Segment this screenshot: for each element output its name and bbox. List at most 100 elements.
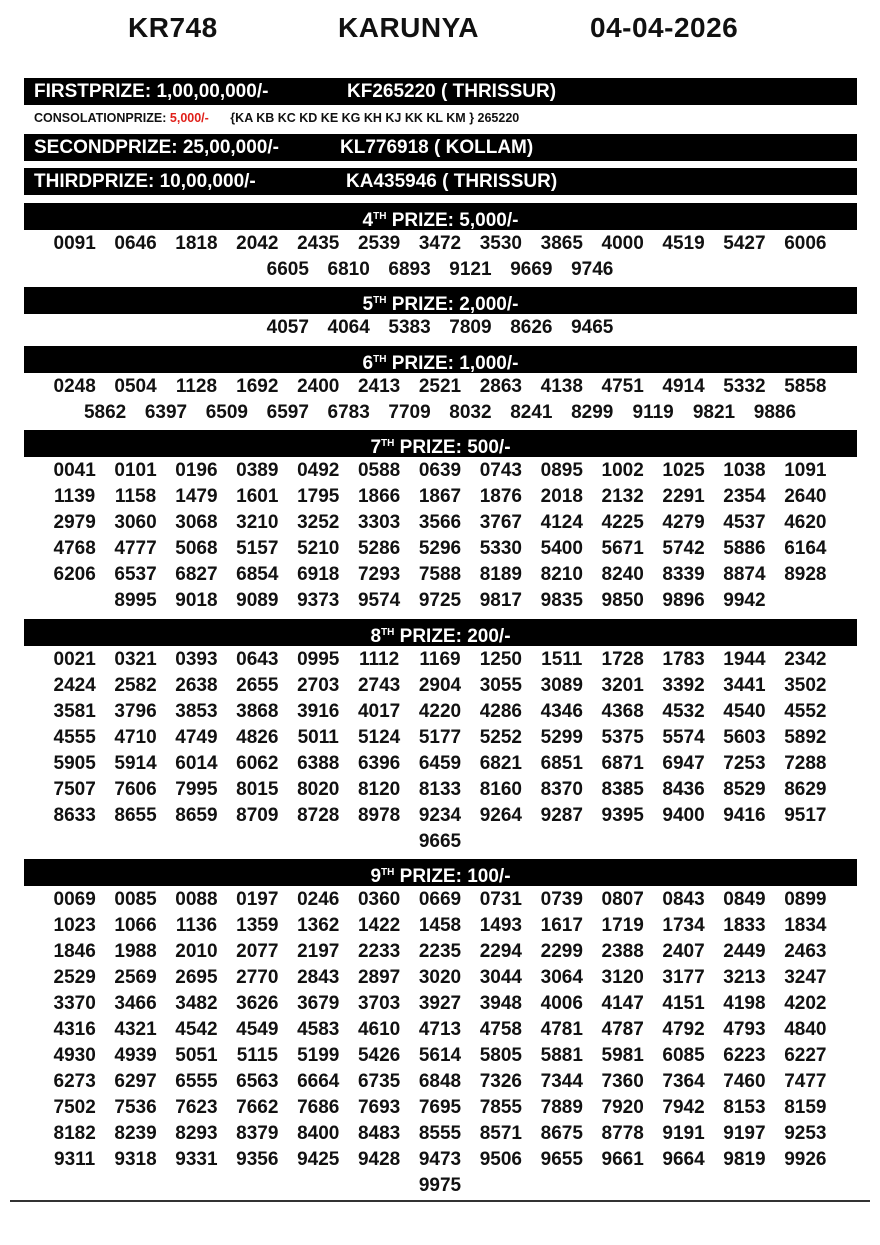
winning-number: 2897	[357, 967, 401, 988]
winning-number: 0360	[357, 889, 401, 910]
winning-number: 4202	[784, 993, 827, 1014]
prize-ordinal: 7	[370, 437, 382, 458]
winning-number: 5426	[357, 1045, 401, 1066]
winning-number: 6735	[357, 1071, 401, 1092]
winning-number: 5400	[540, 538, 583, 559]
winning-number: 1362	[297, 915, 340, 936]
winning-number: 8659	[175, 805, 218, 826]
winning-number: 3916	[297, 701, 340, 722]
winning-number: 2695	[175, 967, 218, 988]
winning-number: 8210	[540, 564, 583, 585]
winning-number: 0069	[53, 889, 96, 910]
prize-label: PRIZE: 1,000/-	[386, 353, 519, 374]
prize-ordinal: 6	[362, 353, 374, 374]
prize-label: PRIZE: 2,000/-	[386, 294, 519, 315]
winning-number: 7502	[53, 1097, 96, 1118]
winning-number: 5286	[357, 538, 401, 559]
prize-ordinal-suffix: TH	[373, 354, 387, 365]
winning-number: 6227	[784, 1045, 827, 1066]
winning-number: 8020	[297, 779, 340, 800]
winning-number: 1795	[297, 486, 340, 507]
winning-number: 5115	[236, 1045, 278, 1066]
winning-number: 7293	[357, 564, 401, 585]
second-prize-winner: KL776918 ( KOLLAM)	[340, 137, 534, 158]
winning-number: 1112	[359, 649, 400, 670]
winning-number: 0807	[601, 889, 644, 910]
winning-number: 5124	[357, 727, 401, 748]
winning-number: 2197	[297, 941, 340, 962]
winning-number: 1479	[175, 486, 218, 507]
winning-number: 9517	[784, 805, 827, 826]
winning-number: 5862	[83, 402, 127, 423]
winning-number: 2569	[114, 967, 157, 988]
draw-code: KR748	[128, 12, 218, 43]
winning-number: 5892	[784, 727, 827, 748]
winning-number: 5603	[723, 727, 766, 748]
winning-number: 9473	[418, 1149, 462, 1170]
winning-number: 7344	[540, 1071, 583, 1092]
winning-number: 5252	[479, 727, 523, 748]
winning-number: 8032	[449, 402, 492, 423]
prize-label: PRIZE: 200/-	[394, 626, 511, 647]
winning-number: 1988	[114, 941, 157, 962]
winning-number: 8874	[723, 564, 766, 585]
winning-number: 7536	[114, 1097, 157, 1118]
winning-number: 0895	[540, 460, 583, 481]
winning-number: 1867	[418, 486, 462, 507]
winning-number: 9089	[236, 590, 279, 611]
winning-number: 4321	[114, 1019, 157, 1040]
winning-number: 8633	[53, 805, 96, 826]
winning-number: 2770	[236, 967, 279, 988]
prize-6-numbers: 0248 0504 1128 1692 2400 2413 2521 2863 4138 4751…	[44, 374, 836, 426]
winning-number: 9835	[540, 590, 583, 611]
winning-number: 8995	[114, 590, 157, 611]
winning-number: 7942	[662, 1097, 705, 1118]
winning-number: 5299	[540, 727, 583, 748]
winning-number: 9264	[479, 805, 523, 826]
winning-number: 4220	[418, 701, 462, 722]
second-prize-bar: SECONDPRIZE: 25,00,000/- KL776918 ( KOLL…	[24, 134, 857, 161]
winning-number: 5574	[662, 727, 705, 748]
winning-number: 5886	[723, 538, 766, 559]
winning-number: 0739	[540, 889, 583, 910]
winning-number: 3177	[662, 967, 705, 988]
winning-number: 8241	[510, 402, 553, 423]
winning-number: 4124	[540, 512, 583, 533]
winning-number: 8928	[784, 564, 827, 585]
winning-number: 2400	[297, 376, 340, 397]
winning-number: 6893	[388, 259, 431, 280]
winning-number: 4620	[784, 512, 827, 533]
winning-number: 2388	[601, 941, 644, 962]
winning-number: 0197	[236, 889, 279, 910]
winning-number: 3466	[114, 993, 157, 1014]
winning-number: 4057	[266, 317, 309, 338]
winning-number: 9506	[479, 1149, 523, 1170]
winning-number: 9896	[662, 590, 705, 611]
winning-number: 5742	[662, 538, 705, 559]
prize-9-bar: 9TH PRIZE: 100/-	[24, 859, 857, 887]
winning-number: 0389	[236, 460, 279, 481]
winning-number: 5177	[418, 727, 462, 748]
winning-number: 9574	[357, 590, 401, 611]
winning-number: 5332	[723, 376, 766, 397]
winning-number: 7855	[479, 1097, 523, 1118]
winning-number: 2655	[236, 675, 279, 696]
winning-number: 8400	[297, 1123, 340, 1144]
winning-number: 4064	[327, 317, 370, 338]
winning-number: 9942	[723, 590, 766, 611]
winning-number: 4000	[601, 233, 644, 254]
prize-5-numbers: 4057 4064 5383 7809 8626 9465	[44, 315, 836, 341]
prize-ordinal: 4	[362, 210, 374, 231]
winning-number: 3948	[479, 993, 523, 1014]
winning-number: 0041	[53, 460, 96, 481]
winning-number: 4532	[662, 701, 705, 722]
winning-number: 4147	[601, 993, 644, 1014]
winning-number: 2529	[53, 967, 96, 988]
winning-number: 5383	[388, 317, 431, 338]
winning-number: 8299	[571, 402, 614, 423]
winning-number: 6555	[175, 1071, 218, 1092]
winning-number: 9746	[571, 259, 614, 280]
winning-number: 2743	[357, 675, 401, 696]
winning-number: 2294	[479, 941, 523, 962]
consolation-series: {KA KB KC KD KE KG KH KJ KK KL KM } 2652…	[230, 111, 520, 125]
